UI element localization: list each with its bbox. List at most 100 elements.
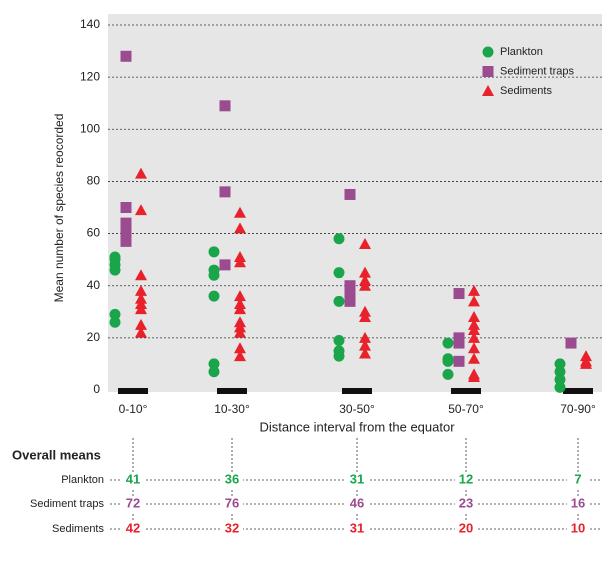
point — [333, 267, 345, 279]
table-value: 16 — [571, 495, 585, 510]
point — [234, 290, 246, 302]
point — [234, 326, 246, 338]
category-bar — [217, 388, 247, 394]
point — [580, 357, 592, 369]
y-tick-label: 140 — [80, 17, 100, 31]
point — [442, 355, 454, 367]
point — [554, 366, 566, 378]
x-tick-label: 30-50° — [339, 402, 375, 416]
point — [554, 358, 566, 370]
y-tick-label: 20 — [87, 330, 101, 344]
table-value: 32 — [225, 520, 239, 535]
point — [468, 331, 480, 343]
point — [208, 290, 220, 302]
table-value: 36 — [225, 471, 239, 486]
point — [219, 186, 231, 198]
point — [359, 339, 371, 351]
point — [208, 358, 220, 370]
point — [468, 295, 480, 307]
value-bg — [122, 472, 144, 488]
category-bar — [118, 388, 148, 394]
value-bg — [567, 496, 589, 512]
table-value: 23 — [459, 495, 473, 510]
point — [344, 188, 356, 200]
legend-marker — [482, 46, 494, 58]
legend-marker — [482, 85, 494, 96]
point — [208, 366, 220, 378]
table-value: 46 — [350, 495, 364, 510]
value-bg — [346, 496, 368, 512]
table-value: 12 — [459, 471, 473, 486]
y-tick-label: 0 — [93, 382, 100, 396]
row-label: Plankton — [61, 474, 104, 486]
point — [468, 370, 480, 382]
row-label: Sediment traps — [30, 498, 104, 510]
legend-label: Plankton — [500, 46, 543, 58]
point — [219, 259, 231, 271]
point — [234, 303, 246, 315]
value-bg — [567, 521, 589, 537]
table-value: 42 — [126, 520, 140, 535]
table-value: 7 — [574, 471, 581, 486]
y-tick-label: 80 — [87, 174, 101, 188]
table-value: 31 — [350, 520, 364, 535]
point — [359, 266, 371, 278]
y-tick-label: 120 — [80, 69, 100, 83]
point — [333, 350, 345, 362]
point — [554, 374, 566, 386]
point — [359, 331, 371, 343]
point — [359, 347, 371, 359]
y-tick-label: 60 — [87, 226, 101, 240]
value-bg — [455, 521, 477, 537]
point — [453, 288, 465, 300]
point — [234, 350, 246, 362]
point — [344, 285, 356, 297]
point — [565, 337, 577, 349]
value-bg — [221, 496, 243, 512]
value-bg — [346, 472, 368, 488]
point — [135, 269, 147, 281]
point — [120, 50, 132, 62]
point — [135, 318, 147, 330]
point — [109, 308, 121, 320]
plot-background — [108, 14, 602, 392]
category-bar — [563, 388, 593, 394]
point — [234, 342, 246, 354]
point — [333, 295, 345, 307]
point — [468, 324, 480, 336]
point — [453, 337, 465, 349]
y-axis-label: Mean number of species reocorded — [52, 114, 66, 303]
x-tick-label: 10-30° — [214, 402, 250, 416]
point — [135, 326, 147, 338]
table-title: Overall means — [12, 447, 101, 462]
point — [208, 246, 220, 258]
value-bg — [567, 472, 589, 488]
point — [120, 225, 132, 237]
point — [468, 311, 480, 322]
point — [333, 334, 345, 346]
x-axis-label: Distance interval from the equator — [259, 419, 455, 434]
point — [333, 233, 345, 245]
point — [234, 256, 246, 268]
point — [468, 284, 480, 296]
table-value: 20 — [459, 520, 473, 535]
table-value: 41 — [126, 471, 140, 486]
point — [208, 269, 220, 281]
x-tick-label: 70-90° — [560, 402, 596, 416]
table-value: 72 — [126, 495, 140, 510]
legend-label: Sediment traps — [500, 65, 574, 77]
value-bg — [221, 472, 243, 488]
x-tick-label: 50-70° — [448, 402, 484, 416]
point — [234, 222, 246, 234]
point — [135, 303, 147, 315]
category-bar — [451, 388, 481, 394]
table-value: 31 — [350, 471, 364, 486]
point — [453, 355, 465, 367]
point — [359, 279, 371, 291]
point — [442, 368, 454, 380]
value-bg — [455, 496, 477, 512]
x-tick-label: 0-10° — [119, 402, 148, 416]
point — [135, 167, 147, 179]
legend-marker — [482, 66, 494, 77]
